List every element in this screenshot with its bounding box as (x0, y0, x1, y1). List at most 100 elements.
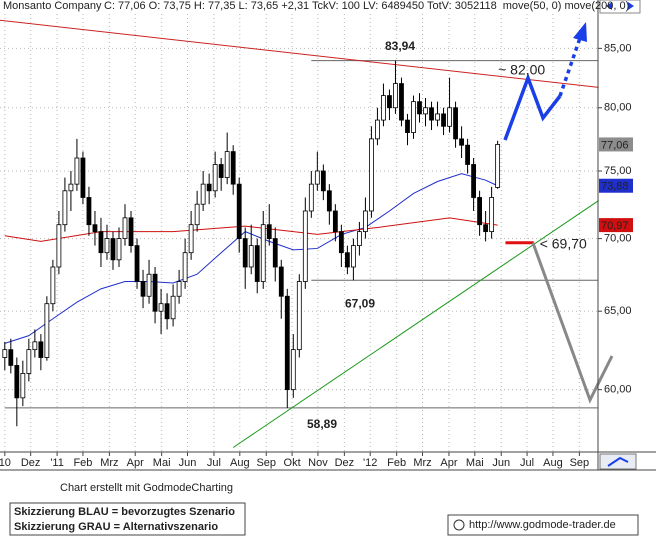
tool-icon-glyph (607, 456, 629, 467)
x-tick-label: Okt (284, 457, 301, 469)
candle-body (326, 190, 332, 212)
candle-body (399, 83, 404, 121)
candle-body (296, 281, 302, 351)
price-marker-label: 77,06 (601, 139, 629, 151)
candle-body (230, 151, 236, 185)
candle-body (320, 170, 326, 192)
candle-body (495, 144, 501, 188)
price-marker (599, 178, 633, 193)
tool-icon[interactable] (599, 453, 637, 470)
price-marker-label: 70,97 (601, 220, 629, 232)
candle-body (278, 266, 284, 297)
candle-body (128, 217, 134, 247)
candle-body (260, 224, 266, 282)
candle-body (200, 183, 206, 205)
candle-body (110, 238, 116, 261)
candle-body (447, 107, 452, 127)
candle-body (152, 273, 158, 312)
quote-stats: C: 77,06 O: 73,75 H: 77,35 L: 73,65 +2,3… (104, 0, 497, 12)
candle-body (489, 197, 495, 233)
candle-body (423, 107, 428, 115)
y-tick-label: 75,00 (604, 165, 632, 177)
candle-body (405, 119, 410, 133)
candle-body (146, 273, 152, 297)
candle-body (369, 138, 374, 212)
candle-body (471, 164, 476, 198)
x-tick-label: '12 (363, 457, 377, 469)
candle-body (20, 373, 26, 399)
candle-body (393, 83, 398, 109)
x-tick-label: Feb (73, 457, 92, 469)
x-tick-label: Mrz (100, 457, 118, 469)
candle-body (116, 238, 122, 261)
candle-body (381, 95, 386, 121)
candle-body (350, 245, 356, 268)
candle-body (236, 183, 242, 239)
candle-body (14, 365, 20, 399)
candle-body (170, 295, 176, 320)
x-tick-label: '11 (50, 457, 64, 469)
candle-body (62, 190, 68, 226)
scroll-arrows (606, 2, 634, 10)
candle-body (164, 303, 170, 320)
candle-body (483, 224, 489, 233)
price-marker-label: 73,88 (601, 181, 629, 193)
candle-body (224, 151, 230, 178)
candle-body (134, 245, 140, 282)
scenario-gray: Skizzierung GRAU = Alternativszenario (14, 521, 218, 533)
candle-body (140, 281, 146, 297)
x-tick-label: 10 (0, 457, 11, 469)
candle-body (50, 266, 56, 305)
x-tick-label: Mrz (413, 457, 431, 469)
legend-entry: move(50, 0) (503, 0, 562, 12)
candle-body (338, 231, 344, 254)
price-marker (599, 137, 633, 152)
plot-area: 83,94 67,09 58,89 (0, 14, 599, 452)
candle-body (80, 157, 86, 198)
candle-body (104, 238, 110, 254)
x-tick-label: Jul (207, 457, 221, 469)
candle-body (212, 164, 218, 192)
candle-body (459, 138, 464, 146)
url-icon (453, 519, 465, 531)
y-tick-label: 70,00 (604, 232, 632, 244)
candle-body (86, 197, 92, 226)
candle-body (272, 238, 278, 268)
x-tick-label: Dez (21, 457, 41, 469)
blue-scenario (503, 72, 562, 141)
level-label: 83,94 (385, 39, 415, 53)
annotation-label: ~ 82,00 (498, 61, 545, 77)
blue-scenario-dotted (558, 37, 582, 97)
level-label: 58,89 (307, 417, 337, 431)
url[interactable]: http://www.godmode-trader.de (469, 519, 616, 531)
x-tick-label: Jun (492, 457, 510, 469)
y-tick-label: 85,00 (604, 42, 632, 54)
candle-body (98, 231, 104, 254)
candle-body (206, 183, 212, 192)
x-tick-label: Nov (308, 457, 328, 469)
candle-body (363, 210, 368, 233)
candle-body (188, 224, 194, 254)
scroll-buttons[interactable] (599, 0, 641, 14)
url-box (447, 514, 639, 536)
credit: Chart erstellt mit GodmodeCharting (60, 482, 233, 494)
level-label: 67,09 (345, 296, 375, 310)
candle-body (411, 101, 416, 133)
candle-body (302, 210, 308, 282)
candle-body (248, 245, 254, 268)
candle-body (122, 217, 128, 239)
candle-body (242, 238, 248, 268)
annotation-label: < 69,70 (540, 236, 587, 252)
candle-body (74, 157, 80, 185)
blue-arrowhead (573, 22, 587, 42)
candle-body (218, 164, 224, 178)
candle-body (56, 224, 62, 268)
candle-body (32, 341, 38, 351)
candle-body (68, 183, 74, 192)
x-tick-label: Aug (230, 457, 250, 469)
legend-entry: move(200, 0) (564, 0, 629, 12)
x-tick-label: Jun (179, 457, 197, 469)
candle-body (357, 231, 362, 247)
x-tick-label: Apr (127, 457, 144, 469)
